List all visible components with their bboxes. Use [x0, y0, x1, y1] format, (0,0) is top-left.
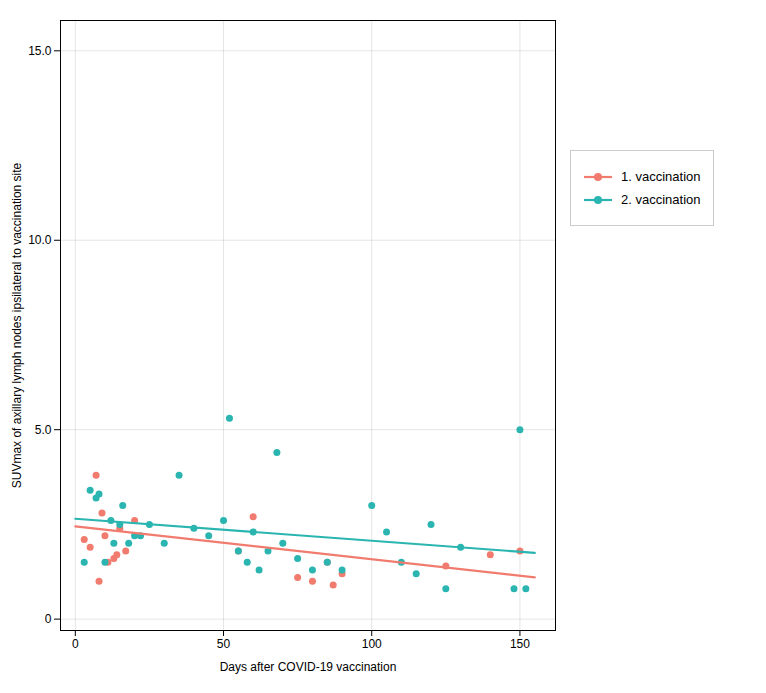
html-text:1. vaccination: 1. vaccination	[621, 169, 701, 184]
svg-text:0: 0	[45, 612, 52, 626]
svg-text:Days after COVID-19 vaccinatio: Days after COVID-19 vaccination	[220, 660, 397, 674]
svg-text:50: 50	[217, 637, 231, 651]
svg-text:0: 0	[72, 637, 79, 651]
svg-text:5.0: 5.0	[35, 423, 52, 437]
html-text:2. vaccination: 2. vaccination	[621, 192, 701, 207]
svg-text:SUVmax of axillary lymph nodes: SUVmax of axillary lymph nodes ipsilater…	[10, 162, 24, 488]
svg-text:10.0: 10.0	[28, 233, 52, 247]
svg-text:15.0: 15.0	[28, 44, 52, 58]
svg-text:100: 100	[362, 637, 382, 651]
svg-text:150: 150	[510, 637, 530, 651]
